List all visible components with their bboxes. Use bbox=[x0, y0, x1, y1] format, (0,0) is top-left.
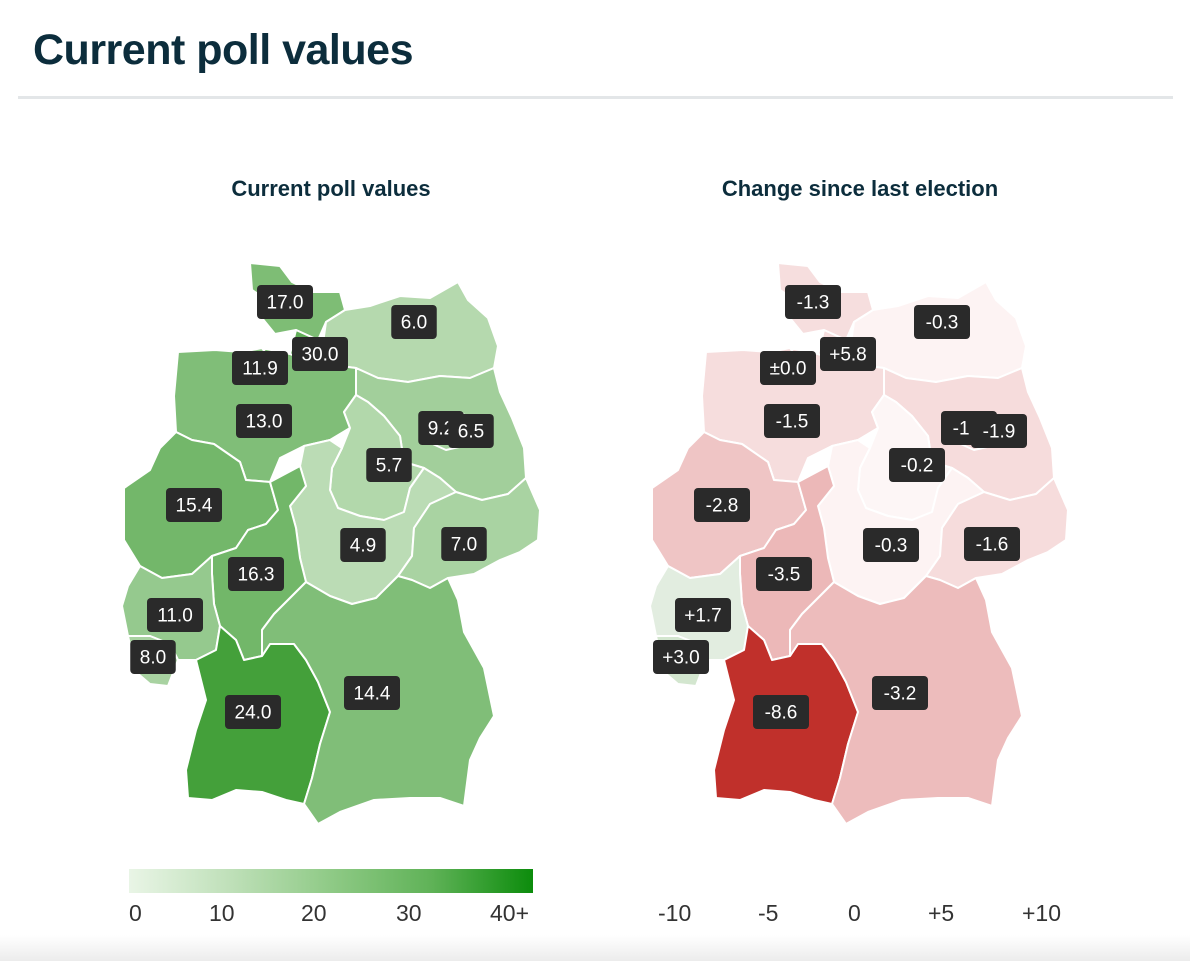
state-value-label-nw: -2.8 bbox=[694, 488, 750, 522]
change-scale-label-minus10: -10 bbox=[658, 900, 692, 926]
state-value-label-ni: -1.5 bbox=[764, 404, 820, 438]
svg-text:-0.3: -0.3 bbox=[875, 536, 908, 557]
state-value-label-sh: 17.0 bbox=[257, 285, 313, 319]
svg-text:14.4: 14.4 bbox=[354, 684, 391, 705]
poll-scale-label-30: 30 bbox=[396, 900, 422, 926]
svg-text:-1.5: -1.5 bbox=[776, 412, 809, 433]
right-germany-map: -1.3 -0.3 -1.5 ±0.0 +5.8 -1.6 -1.9 -0.2 -2.8 -0.3… bbox=[649, 262, 1069, 825]
change-scale-label-minus5: -5 bbox=[758, 900, 779, 926]
right-map-title: Change since last election bbox=[721, 176, 999, 201]
state-value-label-sl: 8.0 bbox=[130, 640, 176, 674]
state-value-label-rp: +1.7 bbox=[675, 598, 731, 632]
state-value-label-hh: +5.8 bbox=[820, 337, 876, 371]
state-value-label-nw: 15.4 bbox=[166, 488, 222, 522]
svg-text:13.0: 13.0 bbox=[246, 412, 283, 433]
state-value-label-sn: -1.6 bbox=[964, 527, 1020, 561]
svg-text:11.9: 11.9 bbox=[242, 359, 278, 380]
title-divider bbox=[18, 96, 1173, 99]
state-value-label-st: -0.2 bbox=[889, 448, 945, 482]
state-value-label-by: -3.2 bbox=[872, 676, 928, 710]
state-value-label-be: 6.5 bbox=[448, 414, 494, 448]
svg-text:+1.7: +1.7 bbox=[684, 606, 722, 627]
state-value-label-sn: 7.0 bbox=[441, 527, 487, 561]
state-value-label-by: 14.4 bbox=[344, 676, 400, 710]
svg-text:-0.3: -0.3 bbox=[926, 313, 959, 334]
state-value-label-sh: -1.3 bbox=[785, 285, 841, 319]
svg-text:8.0: 8.0 bbox=[140, 648, 166, 669]
svg-text:7.0: 7.0 bbox=[451, 535, 477, 556]
state-value-label-bw: -8.6 bbox=[753, 695, 809, 729]
svg-text:4.9: 4.9 bbox=[350, 536, 376, 557]
poll-scale-label-0: 0 bbox=[129, 900, 142, 926]
left-map-title: Current poll values bbox=[231, 176, 431, 201]
state-value-label-sl: +3.0 bbox=[653, 640, 709, 674]
svg-text:-3.2: -3.2 bbox=[884, 684, 917, 705]
svg-text:-1.6: -1.6 bbox=[976, 535, 1009, 556]
svg-text:-0.2: -0.2 bbox=[901, 456, 934, 477]
state-value-label-hb: ±0.0 bbox=[760, 351, 816, 385]
state-value-label-st: 5.7 bbox=[366, 448, 412, 482]
poll-color-scale-bar bbox=[129, 869, 533, 893]
poll-scale-label-40: 40+ bbox=[490, 900, 530, 926]
state-value-label-mv: -0.3 bbox=[914, 305, 970, 339]
svg-text:-3.5: -3.5 bbox=[768, 565, 801, 586]
poll-scale-label-10: 10 bbox=[209, 900, 235, 926]
state-value-label-hb: 11.9 bbox=[232, 351, 288, 385]
state-value-label-be: -1.9 bbox=[971, 414, 1027, 448]
svg-text:+3.0: +3.0 bbox=[662, 648, 700, 669]
svg-text:-8.6: -8.6 bbox=[765, 703, 798, 724]
svg-text:9.2: 9.2 bbox=[428, 419, 454, 440]
state-value-label-th: 4.9 bbox=[340, 528, 386, 562]
state-value-label-th: -0.3 bbox=[863, 528, 919, 562]
svg-text:17.0: 17.0 bbox=[267, 293, 304, 314]
state-value-label-hh: 30.0 bbox=[292, 337, 348, 371]
state-value-label-bw: 24.0 bbox=[225, 695, 281, 729]
svg-text:6.0: 6.0 bbox=[401, 313, 427, 334]
bottom-edge-shadow bbox=[0, 935, 1190, 961]
svg-text:+5.8: +5.8 bbox=[829, 345, 867, 366]
svg-text:15.4: 15.4 bbox=[176, 496, 213, 517]
svg-text:30.0: 30.0 bbox=[302, 345, 339, 366]
state-value-label-he: 16.3 bbox=[228, 557, 284, 591]
poll-scale-label-20: 20 bbox=[301, 900, 327, 926]
state-value-label-mv: 6.0 bbox=[391, 305, 437, 339]
state-value-label-ni: 13.0 bbox=[236, 404, 292, 438]
change-scale-label-plus5: +5 bbox=[928, 900, 955, 926]
svg-text:-1.3: -1.3 bbox=[797, 293, 830, 314]
svg-text:-2.8: -2.8 bbox=[706, 496, 739, 517]
left-germany-map: 17.0 6.0 13.0 11.9 30.0 9.2 6.5 5.7 15.4 4.9 7.0 16… bbox=[121, 262, 541, 825]
page-title: Current poll values bbox=[33, 26, 413, 74]
svg-text:5.7: 5.7 bbox=[376, 456, 402, 477]
state-value-label-rp: 11.0 bbox=[147, 598, 203, 632]
svg-text:16.3: 16.3 bbox=[238, 565, 275, 586]
svg-text:6.5: 6.5 bbox=[458, 422, 484, 443]
svg-text:±0.0: ±0.0 bbox=[770, 359, 807, 380]
svg-text:-1.9: -1.9 bbox=[983, 422, 1016, 443]
state-value-label-he: -3.5 bbox=[756, 557, 812, 591]
svg-text:24.0: 24.0 bbox=[235, 703, 272, 724]
change-scale-label-plus10: +10 bbox=[1022, 900, 1062, 926]
svg-text:11.0: 11.0 bbox=[157, 606, 193, 627]
change-scale-label-0: 0 bbox=[848, 900, 861, 926]
